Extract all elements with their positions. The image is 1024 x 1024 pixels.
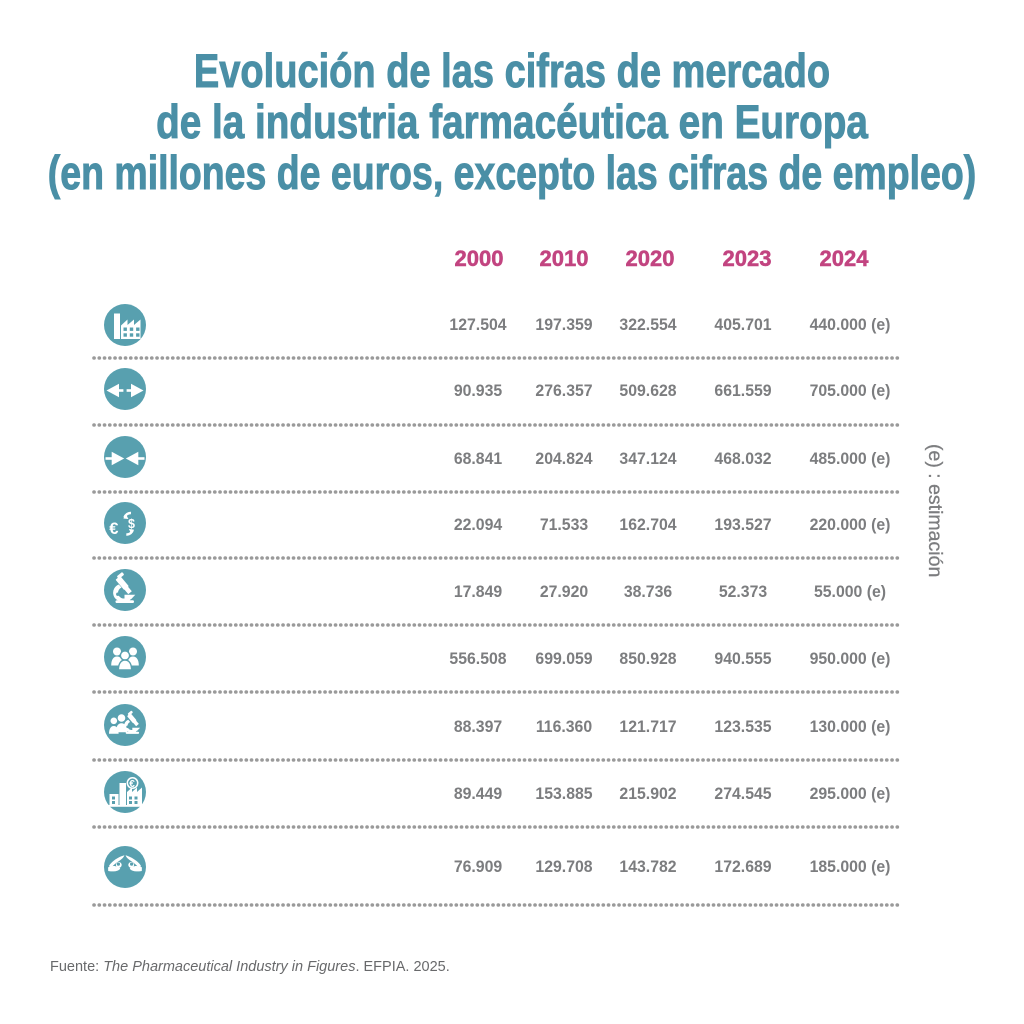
- svg-text:$: $: [128, 517, 135, 531]
- svg-text:€: €: [109, 520, 118, 538]
- svg-text:€: €: [129, 779, 135, 790]
